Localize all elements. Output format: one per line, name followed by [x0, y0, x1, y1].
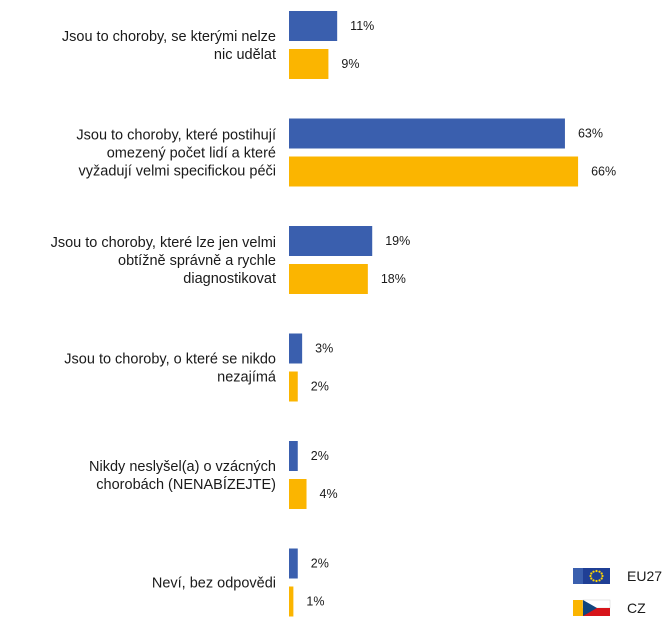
eu-flag-field	[583, 568, 610, 584]
eu-flag-star	[598, 579, 601, 582]
value-label-cz-2: 66%	[591, 165, 616, 179]
bar-eu27-1	[289, 11, 338, 41]
eu-flag-icon	[573, 568, 610, 584]
value-label-eu27-1: 11%	[350, 19, 374, 33]
category-label-line: Jsou to choroby, které lze jen velmi	[51, 235, 276, 251]
bars-group	[289, 11, 579, 617]
bar-eu27-5	[289, 441, 298, 471]
eu-flag-star	[600, 577, 603, 580]
bar-cz-3	[289, 264, 368, 294]
eu-flag-star	[595, 569, 598, 573]
eu-flag-star	[592, 579, 595, 582]
category-label-line: Nikdy neslyšel(a) o vzácných	[89, 459, 276, 475]
cz-flag-red	[583, 608, 610, 616]
eu-flag-star	[592, 570, 595, 573]
category-label-line: Jsou to choroby, o které se nikdo	[64, 352, 276, 368]
category-label-line: nic udělat	[214, 47, 276, 63]
eu-flag-star	[598, 570, 601, 573]
value-label-eu27-3: 19%	[385, 234, 410, 248]
category-label-3: Jsou to choroby, které lze jen velmi obtí…	[51, 235, 276, 287]
bar-cz-2	[289, 156, 579, 187]
category-label-line: nezajímá	[217, 370, 277, 386]
category-label-line: omezený počet lidí a které	[107, 146, 276, 162]
value-label-eu27-2: 63%	[578, 127, 603, 141]
category-label-line: chorobách (NENABÍZEJTE)	[96, 476, 276, 493]
eu-flag-star	[590, 572, 593, 575]
category-label-4: Jsou to choroby, o které se nikdo nezajím…	[64, 352, 277, 386]
flag-pole-band	[573, 568, 583, 584]
bar-eu27-4	[289, 333, 303, 364]
czech-flag-icon	[573, 599, 611, 616]
category-label-5: Nikdy neslyšel(a) o vzácných chorobách (N…	[89, 459, 276, 493]
category-label-line: Jsou to choroby, které postihují	[76, 128, 276, 144]
category-label-line: diagnostikovat	[183, 271, 276, 287]
value-label-cz-4: 2%	[311, 380, 329, 394]
eu-flag-star	[589, 574, 592, 578]
category-label-line: obtížně správně a rychle	[118, 253, 276, 269]
bar-cz-5	[289, 479, 307, 509]
flag-pole-band	[573, 600, 583, 616]
category-label-2: Jsou to choroby, které postihují omezený …	[76, 128, 276, 180]
bar-cz-6	[289, 586, 294, 617]
category-label-line: Neví, bez odpovědi	[152, 576, 276, 592]
category-label-1: Jsou to choroby, se kterými nelze nic udě…	[62, 29, 276, 63]
legend: EU27 CZ	[573, 568, 662, 616]
bar-cz-1	[289, 49, 329, 79]
value-labels-group: 11% 9% 63% 66% 19% 18% 3% 2% 2% 4% 2% 1%	[306, 19, 616, 609]
category-label-line: vyžadují velmi specifickou péči	[79, 164, 276, 180]
value-label-cz-6: 1%	[306, 595, 324, 609]
bar-cz-4	[289, 371, 298, 402]
category-label-6: Neví, bez odpovědi	[152, 576, 276, 592]
value-label-cz-5: 4%	[320, 487, 338, 501]
eu-flag-star	[601, 574, 604, 578]
eu-flag-star	[600, 572, 603, 575]
value-label-eu27-4: 3%	[315, 342, 333, 356]
bar-eu27-2	[289, 118, 565, 149]
value-label-cz-3: 18%	[381, 272, 406, 286]
category-labels-group: Jsou to choroby, se kterými nelze nic udě…	[51, 29, 277, 592]
value-label-eu27-5: 2%	[311, 449, 329, 463]
eu-flag-star	[595, 579, 598, 583]
cz-flag-triangle	[583, 600, 597, 616]
legend-label-eu27: EU27	[627, 568, 662, 584]
value-label-eu27-6: 2%	[311, 557, 329, 571]
bar-eu27-6	[289, 548, 298, 579]
bar-eu27-3	[289, 226, 373, 256]
legend-label-cz: CZ	[627, 600, 646, 616]
value-label-cz-1: 9%	[341, 57, 359, 71]
eu-flag-star	[590, 577, 593, 580]
category-label-line: Jsou to choroby, se kterými nelze	[62, 29, 276, 45]
